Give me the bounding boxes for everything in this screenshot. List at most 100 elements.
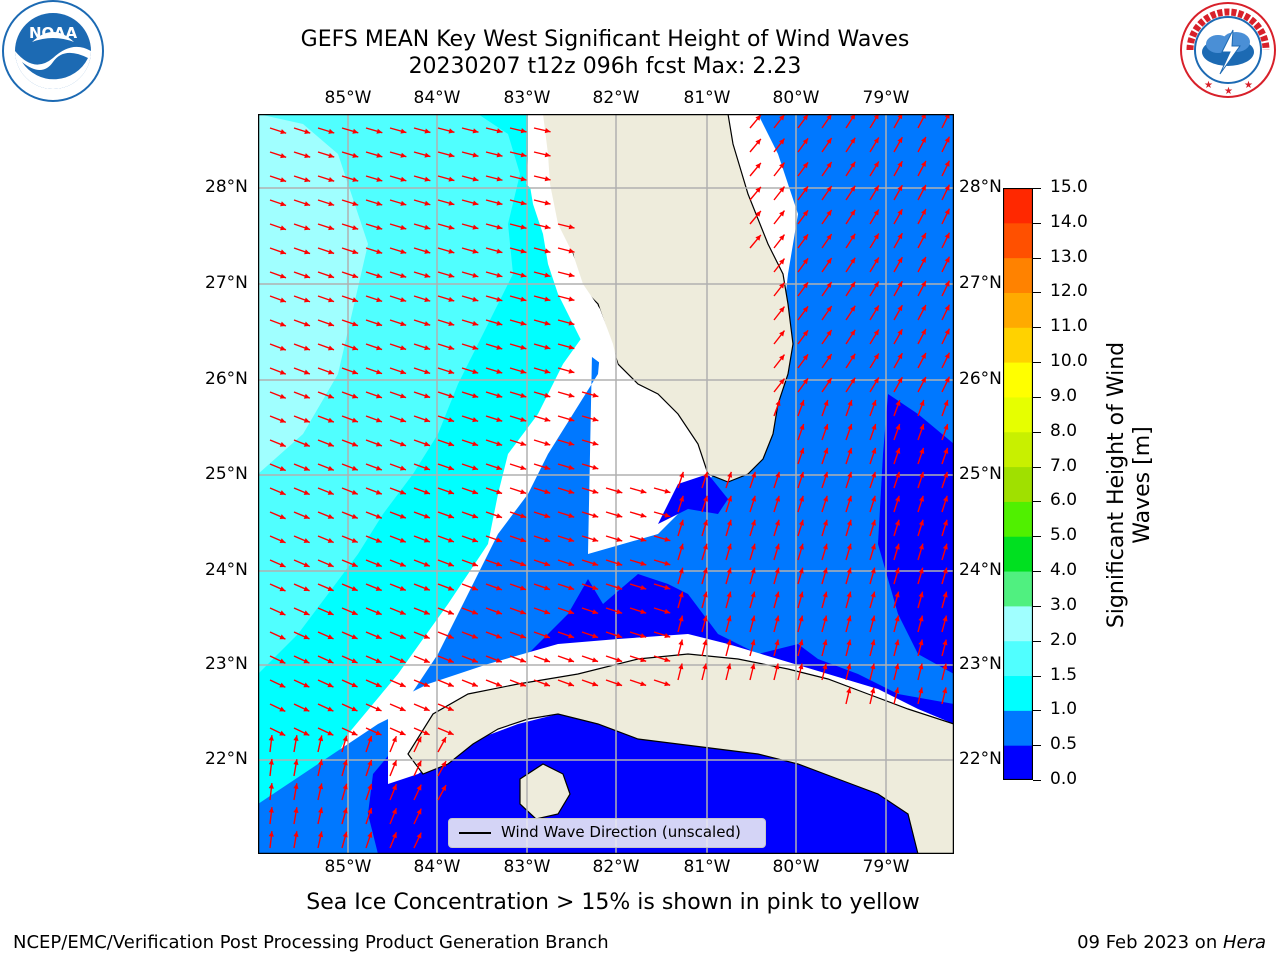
wave-direction-arrowhead	[327, 658, 334, 664]
wave-direction-arrowhead	[375, 465, 382, 471]
lon-label-top: 80°W	[772, 88, 820, 108]
wave-direction-arrowhead	[942, 615, 948, 622]
wave-direction-arrowhead	[640, 536, 647, 542]
wave-direction-arrowhead	[448, 441, 455, 447]
wave-direction-arrowhead	[847, 495, 853, 502]
wave-direction-arrowhead	[826, 354, 832, 360]
wave-direction-arrowhead	[850, 353, 856, 360]
wave-direction-arrowhead	[702, 543, 708, 550]
wave-direction-arrowhead	[850, 329, 856, 336]
wave-direction-arrowhead	[798, 567, 804, 574]
wave-direction-arrowhead	[826, 378, 832, 384]
colorbar-border	[1002, 187, 1034, 781]
wave-direction-arrowhead	[520, 296, 527, 302]
wave-direction-arrowhead	[318, 807, 324, 814]
wave-direction-arrowhead	[894, 591, 900, 598]
wave-direction-arrowhead	[944, 136, 950, 143]
wave-direction-arrowhead	[873, 233, 879, 240]
wave-direction-arrowhead	[846, 591, 852, 598]
wave-direction-arrowhead	[471, 657, 478, 663]
wave-direction-arrowhead	[472, 489, 479, 495]
colorbar-segment	[1003, 571, 1033, 607]
wave-direction-arrowhead	[921, 160, 926, 167]
wave-direction-arrowhead	[375, 730, 382, 736]
wave-direction-arrowhead	[823, 447, 829, 454]
lon-label-top: 82°W	[592, 88, 640, 108]
wave-direction-arrowhead	[850, 281, 856, 288]
wave-direction-arrowhead	[279, 682, 286, 688]
map-legend: Wind Wave Direction (unscaled)	[448, 818, 766, 848]
wave-direction-arrowhead	[799, 471, 805, 478]
wave-direction-arrowhead	[616, 536, 623, 542]
wave-direction-arrowhead	[779, 234, 785, 241]
wave-direction-arrowhead	[423, 706, 430, 711]
wave-direction-arrowhead	[616, 681, 623, 687]
wave-direction-arrowhead	[870, 519, 876, 526]
wave-direction-arrowhead	[802, 186, 809, 193]
wave-direction-arrowhead	[823, 471, 829, 478]
wave-direction-arrowhead	[496, 561, 503, 567]
wave-direction-arrowhead	[448, 200, 455, 206]
wave-direction-arrowhead	[399, 682, 406, 687]
wind-wave-direction-arrows	[268, 114, 951, 849]
wave-direction-arrowhead	[568, 416, 575, 422]
lat-label-right: 25°N	[959, 464, 1002, 484]
wave-direction-arrowhead	[544, 320, 551, 326]
wave-direction-arrowhead	[293, 831, 299, 838]
wave-direction-arrowhead	[640, 584, 647, 590]
wave-direction-arrowhead	[399, 658, 406, 663]
wave-direction-arrowhead	[822, 567, 828, 574]
wave-direction-arrowhead	[751, 471, 757, 478]
wave-direction-arrowhead	[424, 200, 431, 206]
wave-direction-arrowhead	[327, 441, 334, 447]
wave-direction-arrowhead	[871, 423, 877, 430]
wave-direction-arrowhead	[327, 682, 334, 688]
colorbar-tick	[1033, 571, 1041, 573]
wave-direction-arrowhead	[376, 345, 383, 351]
wave-direction-arrowhead	[750, 591, 756, 598]
wave-direction-arrowhead	[352, 128, 359, 134]
wave-direction-arrowhead	[568, 609, 575, 615]
wave-direction-arrowhead	[399, 537, 406, 543]
wave-direction-arrowhead	[496, 441, 503, 447]
wave-direction-arrowhead	[424, 296, 431, 302]
wave-direction-arrowhead	[375, 513, 382, 519]
wave-direction-arrowhead	[303, 730, 310, 736]
wave-direction-arrowhead	[423, 489, 430, 495]
wave-direction-arrowhead	[664, 632, 671, 638]
wave-direction-arrowhead	[921, 328, 926, 335]
wave-direction-arrowhead	[774, 663, 780, 670]
wave-direction-arrowhead	[895, 447, 901, 454]
wave-direction-arrowhead	[303, 586, 310, 592]
wave-direction-arrowhead	[802, 114, 809, 121]
wave-direction-arrowhead	[342, 735, 348, 742]
map-border	[257, 113, 955, 855]
wave-direction-arrowhead	[496, 296, 503, 302]
wave-direction-arrowhead	[352, 297, 359, 303]
wave-direction-arrowhead	[279, 562, 286, 568]
wave-direction-arrowhead	[798, 543, 804, 550]
wave-direction-arrowhead	[303, 658, 310, 664]
wave-direction-arrowhead	[894, 615, 900, 622]
colorbar-segment	[1003, 222, 1033, 259]
wave-direction-arrowhead	[375, 682, 382, 688]
wave-direction-arrowhead	[616, 512, 623, 518]
wave-direction-arrowhead	[472, 465, 479, 471]
wave-direction-arrowhead	[496, 176, 503, 182]
wave-direction-arrowhead	[873, 329, 879, 336]
wave-direction-arrowhead	[400, 321, 407, 327]
wave-direction-arrowhead	[755, 234, 761, 241]
colorbar-segment	[1003, 605, 1033, 642]
colorbar-tick	[1033, 292, 1041, 294]
wave-direction-arrowhead	[544, 440, 551, 446]
wave-direction-arrowhead	[520, 513, 527, 519]
wave-direction-arrowhead	[755, 162, 761, 169]
wave-direction-arrowhead	[279, 345, 286, 351]
colorbar-tick	[1033, 536, 1041, 538]
colorbar-segment	[1003, 536, 1033, 572]
wave-direction-arrowhead	[847, 471, 853, 478]
wave-direction-arrowhead	[726, 591, 732, 598]
wave-direction-arrowhead	[520, 585, 527, 591]
wave-direction-arrowhead	[873, 377, 879, 384]
wave-direction-arrowhead	[870, 639, 876, 646]
